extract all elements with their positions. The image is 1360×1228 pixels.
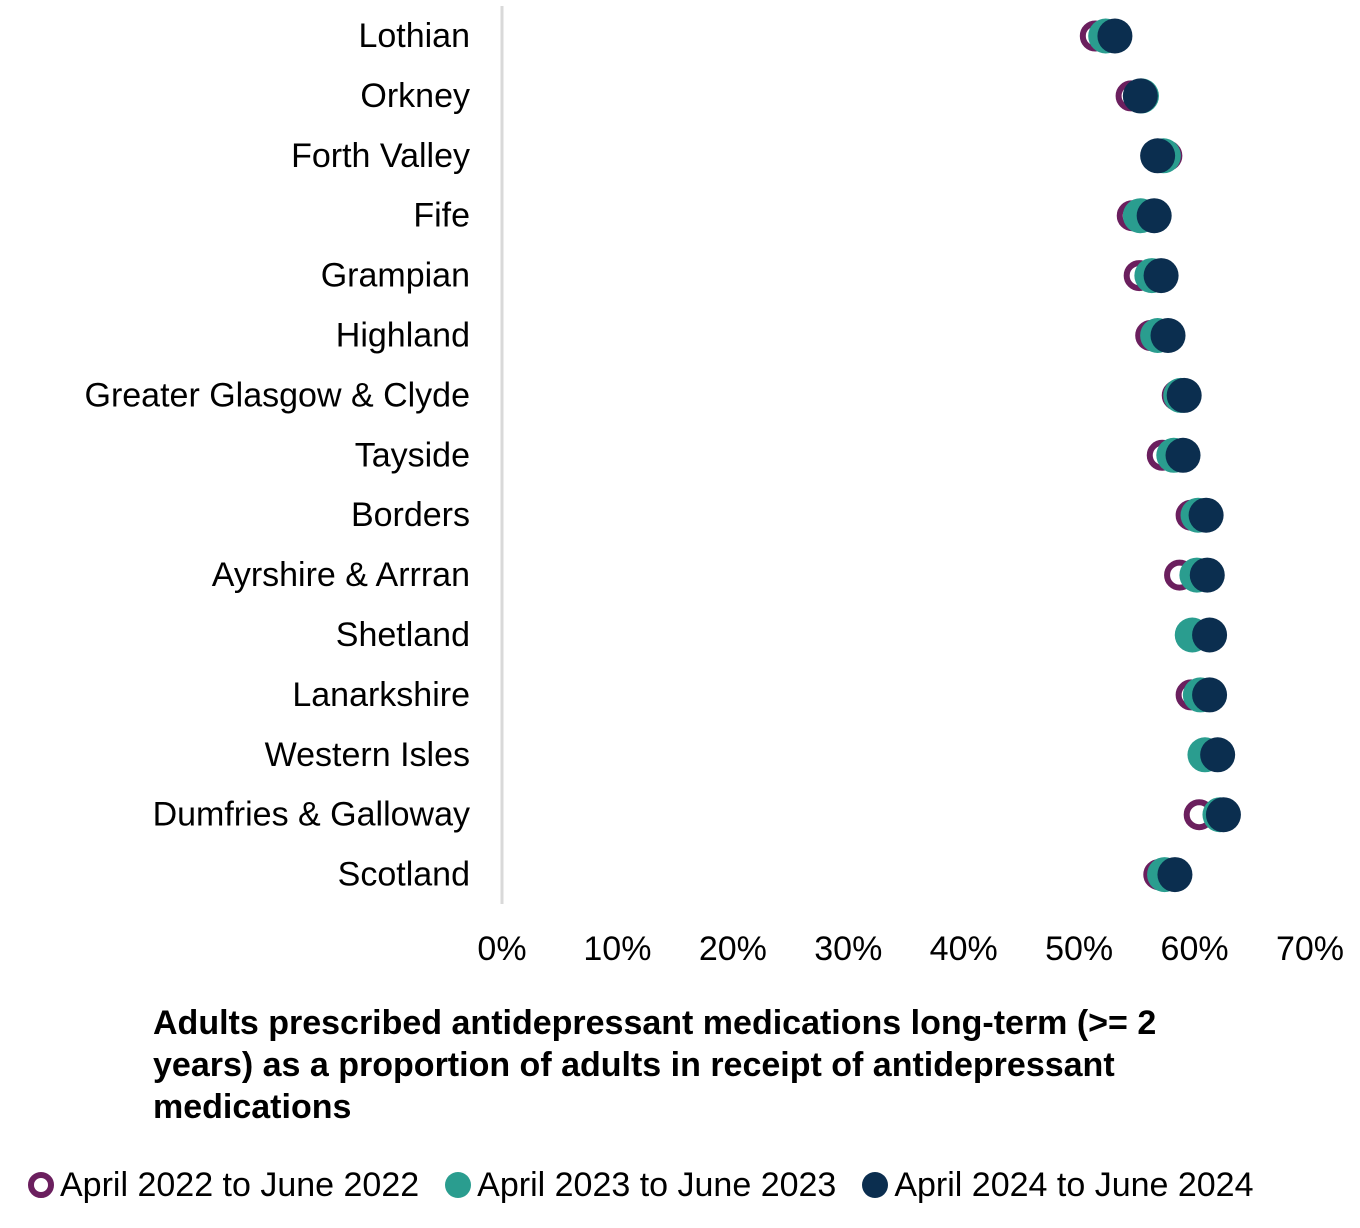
category-label-grampian: Grampian	[321, 257, 470, 295]
legend: April 2022 to June 2022 April 2023 to Jun…	[28, 1160, 1353, 1210]
category-label-western-isles: Western Isles	[265, 736, 470, 774]
legend-label: April 2022 to June 2022	[60, 1165, 420, 1204]
legend-item-series-3: April 2024 to June 2024	[862, 1165, 1254, 1205]
point-series-3-shetland	[1192, 617, 1228, 653]
category-label-tayside: Tayside	[355, 436, 470, 474]
x-tick-label: 60%	[1161, 930, 1229, 968]
legend-marker	[445, 1172, 472, 1198]
x-tick-label: 10%	[583, 930, 651, 968]
point-series-3-forth-valley	[1140, 138, 1176, 174]
data-markers	[1079, 18, 1241, 893]
category-label-borders: Borders	[351, 496, 470, 534]
category-label-greater-glasgow-clyde: Greater Glasgow & Clyde	[85, 376, 471, 414]
category-label-fife: Fife	[413, 197, 470, 235]
point-series-3-tayside	[1165, 437, 1201, 473]
point-series-3-lanarkshire	[1192, 677, 1228, 713]
point-series-3-scotland	[1157, 857, 1193, 893]
x-tick-label: 50%	[1045, 930, 1113, 968]
point-series-3-highland	[1150, 318, 1186, 353]
category-label-shetland: Shetland	[336, 616, 470, 654]
legend-marker	[28, 1172, 54, 1198]
point-series-3-ayrshire-arrran	[1189, 557, 1225, 593]
point-series-3-lothian	[1097, 18, 1133, 54]
category-label-ayrshire-arrran: Ayrshire & Arrran	[212, 556, 470, 594]
x-tick-label: 20%	[699, 930, 767, 968]
point-series-3-western-isles	[1200, 737, 1236, 773]
category-label-highland: Highland	[336, 317, 470, 355]
legend-marker	[862, 1172, 889, 1198]
point-series-3-fife	[1136, 198, 1172, 234]
category-label-dumfries-galloway: Dumfries & Galloway	[153, 796, 470, 834]
x-axis-title: Adults prescribed antidepressant medicat…	[153, 1004, 1157, 1126]
category-label-lothian: Lothian	[358, 17, 470, 55]
legend-item-series-1: April 2022 to June 2022	[28, 1166, 419, 1205]
category-labels: Lothian Orkney Forth Valley Fife Grampian Hig…	[85, 17, 471, 894]
legend-label: April 2024 to June 2024	[894, 1165, 1254, 1204]
point-series-3-borders	[1188, 497, 1224, 533]
category-label-orkney: Orkney	[360, 77, 470, 115]
point-series-3-grampian	[1143, 258, 1179, 294]
legend-label: April 2023 to June 2023	[477, 1165, 837, 1204]
category-label-forth-valley: Forth Valley	[291, 137, 470, 175]
point-series-3-greater-glasgow-clyde	[1166, 377, 1202, 413]
x-tick-label: 0%	[477, 930, 526, 968]
point-series-3-orkney	[1122, 78, 1158, 114]
x-tick-label: 70%	[1276, 930, 1344, 968]
legend-item-series-2: April 2023 to June 2023	[445, 1166, 836, 1205]
x-tick-label: 40%	[930, 930, 998, 968]
point-series-3-dumfries-galloway	[1205, 797, 1241, 833]
category-label-scotland: Scotland	[338, 856, 470, 894]
x-tick-labels: 0% 10% 20% 30% 40% 50% 60% 70%	[477, 930, 1344, 968]
category-label-lanarkshire: Lanarkshire	[292, 676, 470, 714]
x-tick-label: 30%	[814, 930, 882, 968]
